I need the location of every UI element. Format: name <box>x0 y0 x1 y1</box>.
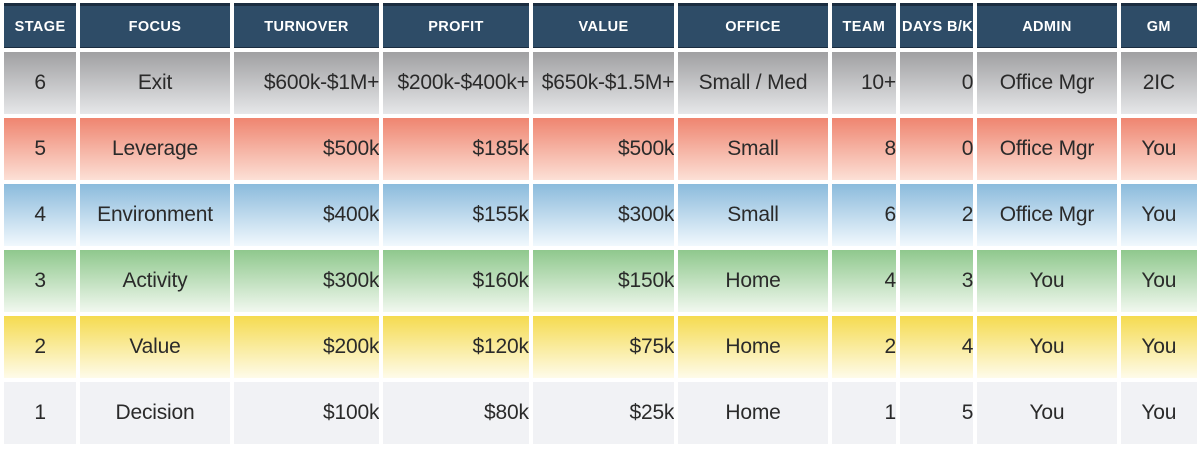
cell-team: 10+ <box>831 52 896 114</box>
cell-value: $25k <box>532 382 675 444</box>
cell-team: 6 <box>831 184 896 246</box>
cell-days_bk: 5 <box>899 382 974 444</box>
table-row-stage-5: 5 Leverage $500k $185k $500k Small 8 0 Office Mg… <box>4 118 1197 180</box>
cell-value: $150k <box>532 250 675 312</box>
cell-turnover: $500k <box>233 118 380 180</box>
column-header-value: VALUE <box>532 3 675 48</box>
cell-value: $300k <box>532 184 675 246</box>
cell-turnover: $600k-$1M+ <box>233 52 380 114</box>
cell-admin: Office Mgr <box>977 52 1117 114</box>
cell-stage: 4 <box>4 184 77 246</box>
cell-value: $75k <box>532 316 675 378</box>
cell-admin: Office Mgr <box>977 118 1117 180</box>
cell-office: Home <box>678 250 828 312</box>
cell-days_bk: 4 <box>899 316 974 378</box>
cell-focus: Exit <box>80 52 230 114</box>
cell-office: Home <box>678 316 828 378</box>
cell-profit: $155k <box>383 184 529 246</box>
column-header-days_bk: DAYS B/K <box>899 3 974 48</box>
cell-turnover: $100k <box>233 382 380 444</box>
cell-gm: You <box>1120 382 1197 444</box>
cell-turnover: $200k <box>233 316 380 378</box>
cell-office: Small <box>678 118 828 180</box>
column-header-team: TEAM <box>831 3 896 48</box>
column-header-profit: PROFIT <box>383 3 529 48</box>
cell-profit: $80k <box>383 382 529 444</box>
cell-days_bk: 0 <box>899 118 974 180</box>
cell-team: 8 <box>831 118 896 180</box>
cell-stage: 2 <box>4 316 77 378</box>
cell-admin: You <box>977 382 1117 444</box>
cell-stage: 3 <box>4 250 77 312</box>
column-header-office: OFFICE <box>678 3 828 48</box>
table-row-stage-2: 2 Value $200k $120k $75k Home 2 4 You You <box>4 316 1197 378</box>
cell-team: 1 <box>831 382 896 444</box>
cell-admin: You <box>977 250 1117 312</box>
cell-profit: $200k-$400k+ <box>383 52 529 114</box>
cell-gm: You <box>1120 250 1197 312</box>
table-row-stage-3: 3 Activity $300k $160k $150k Home 4 3 You You <box>4 250 1197 312</box>
table-body: 6 Exit $600k-$1M+ $200k-$400k+ $650k-$1.5M+ S… <box>4 52 1197 444</box>
table-row-stage-6: 6 Exit $600k-$1M+ $200k-$400k+ $650k-$1.5M+ S… <box>4 52 1197 114</box>
cell-gm: You <box>1120 118 1197 180</box>
cell-focus: Value <box>80 316 230 378</box>
cell-focus: Environment <box>80 184 230 246</box>
cell-team: 4 <box>831 250 896 312</box>
table-row-stage-4: 4 Environment $400k $155k $300k Small 6 2 Office… <box>4 184 1197 246</box>
cell-gm: You <box>1120 316 1197 378</box>
column-header-admin: ADMIN <box>977 3 1117 48</box>
table-row-stage-1: 1 Decision $100k $80k $25k Home 1 5 You You <box>4 382 1197 444</box>
cell-team: 2 <box>831 316 896 378</box>
cell-gm: 2IC <box>1120 52 1197 114</box>
cell-profit: $185k <box>383 118 529 180</box>
cell-days_bk: 3 <box>899 250 974 312</box>
cell-gm: You <box>1120 184 1197 246</box>
cell-stage: 1 <box>4 382 77 444</box>
cell-days_bk: 0 <box>899 52 974 114</box>
cell-value: $500k <box>532 118 675 180</box>
column-header-gm: GM <box>1120 3 1197 48</box>
cell-profit: $160k <box>383 250 529 312</box>
cell-office: Small / Med <box>678 52 828 114</box>
cell-turnover: $400k <box>233 184 380 246</box>
column-header-stage: STAGE <box>4 3 77 48</box>
cell-stage: 6 <box>4 52 77 114</box>
column-header-focus: FOCUS <box>80 3 230 48</box>
header-row: STAGE FOCUS TURNOVER PROFIT VALUE OFFICE TEAM D… <box>4 3 1197 48</box>
cell-profit: $120k <box>383 316 529 378</box>
cell-stage: 5 <box>4 118 77 180</box>
cell-value: $650k-$1.5M+ <box>532 52 675 114</box>
cell-turnover: $300k <box>233 250 380 312</box>
column-header-turnover: TURNOVER <box>233 3 380 48</box>
cell-focus: Leverage <box>80 118 230 180</box>
cell-admin: You <box>977 316 1117 378</box>
cell-admin: Office Mgr <box>977 184 1117 246</box>
cell-office: Small <box>678 184 828 246</box>
cell-office: Home <box>678 382 828 444</box>
cell-days_bk: 2 <box>899 184 974 246</box>
cell-focus: Decision <box>80 382 230 444</box>
cell-focus: Activity <box>80 250 230 312</box>
